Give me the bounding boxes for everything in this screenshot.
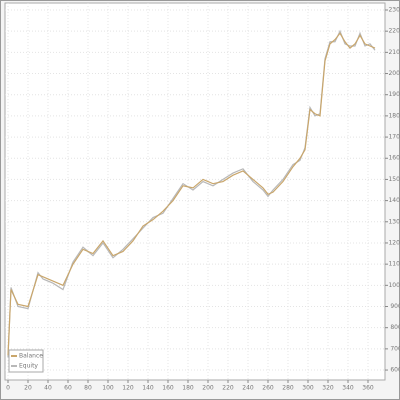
x-tick-label: 20 bbox=[24, 385, 32, 392]
x-tick-label: 100 bbox=[102, 385, 114, 392]
y-tick-label: 20000 bbox=[388, 70, 400, 77]
plot-area bbox=[4, 2, 386, 381]
x-tick-label: 120 bbox=[122, 385, 134, 392]
y-tick-label: 18000 bbox=[388, 112, 400, 119]
x-tick-label: 340 bbox=[342, 385, 354, 392]
x-tick-label: 260 bbox=[262, 385, 274, 392]
legend-box bbox=[8, 349, 44, 373]
x-tick-label: 200 bbox=[202, 385, 214, 392]
y-tick-label: 12000 bbox=[388, 239, 400, 246]
y-tick-label: 23000 bbox=[388, 6, 400, 13]
legend-label: Balance bbox=[19, 353, 43, 360]
y-tick-label: 22000 bbox=[388, 28, 400, 35]
legend-label: Equity bbox=[19, 363, 38, 370]
y-tick-label: 21000 bbox=[388, 49, 400, 56]
x-tick-label: 140 bbox=[142, 385, 154, 392]
x-tick-label: 80 bbox=[84, 385, 92, 392]
x-tick-label: 40 bbox=[44, 385, 52, 392]
x-tick-label: 280 bbox=[282, 385, 294, 392]
y-tick-label: 8000 bbox=[390, 324, 400, 331]
y-tick-label: 11000 bbox=[388, 261, 400, 268]
x-tick-label: 320 bbox=[322, 385, 334, 392]
series-line bbox=[7, 32, 376, 356]
x-tick-label: 160 bbox=[162, 385, 174, 392]
y-tick-label: 16000 bbox=[388, 155, 400, 162]
y-tick-label: 6000 bbox=[390, 367, 400, 374]
y-tick-label: 17000 bbox=[388, 134, 400, 141]
x-tick-label: 0 bbox=[6, 385, 10, 392]
x-tick-label: 240 bbox=[242, 385, 254, 392]
y-tick-label: 10000 bbox=[388, 282, 400, 289]
x-tick-label: 220 bbox=[222, 385, 234, 392]
y-tick-label: 13000 bbox=[388, 218, 400, 225]
y-tick-label: 9000 bbox=[390, 303, 400, 310]
x-tick-label: 360 bbox=[362, 385, 374, 392]
y-tick-label: 14000 bbox=[388, 197, 400, 204]
y-tick-label: 19000 bbox=[388, 91, 400, 98]
y-tick-label: 7000 bbox=[390, 345, 400, 352]
x-tick-label: 180 bbox=[182, 385, 194, 392]
y-tick-label: 15000 bbox=[388, 176, 400, 183]
x-tick-label: 300 bbox=[302, 385, 314, 392]
x-tick-label: 60 bbox=[64, 385, 72, 392]
